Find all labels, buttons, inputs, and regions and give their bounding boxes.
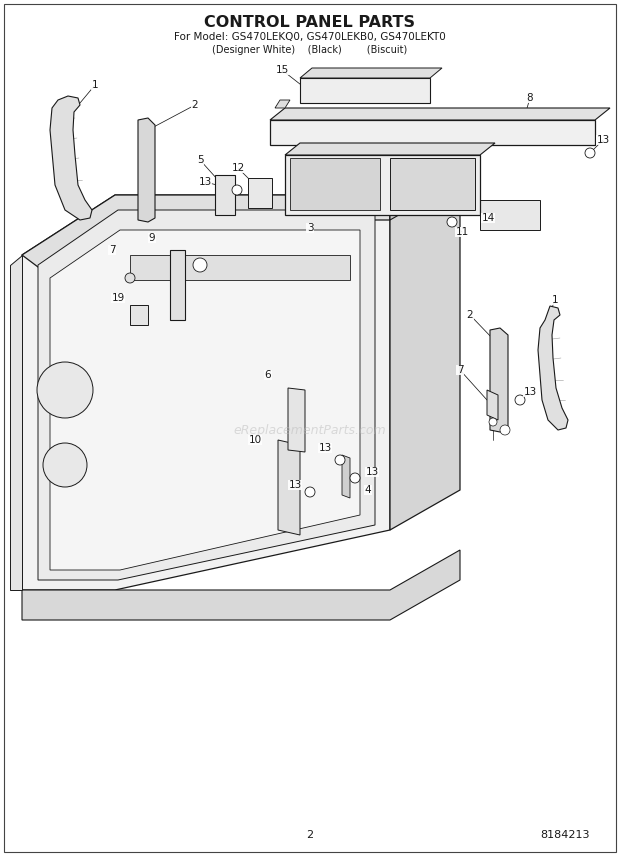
Polygon shape xyxy=(138,118,155,222)
Circle shape xyxy=(585,148,595,158)
Text: 4: 4 xyxy=(365,485,371,495)
Circle shape xyxy=(350,473,360,483)
Text: 7: 7 xyxy=(108,245,115,255)
Text: 13: 13 xyxy=(365,467,379,477)
Circle shape xyxy=(500,425,510,435)
Text: 1: 1 xyxy=(552,295,559,305)
Circle shape xyxy=(335,455,345,465)
Polygon shape xyxy=(130,305,148,325)
Text: 1: 1 xyxy=(92,80,99,90)
Polygon shape xyxy=(300,68,442,78)
Circle shape xyxy=(489,418,497,426)
Polygon shape xyxy=(290,158,380,210)
Circle shape xyxy=(515,395,525,405)
Text: eReplacementParts.com: eReplacementParts.com xyxy=(234,424,386,437)
Polygon shape xyxy=(342,455,350,498)
Polygon shape xyxy=(130,255,350,280)
Text: 5: 5 xyxy=(197,155,203,165)
Text: 12: 12 xyxy=(231,163,245,173)
Polygon shape xyxy=(22,550,460,620)
Text: 3: 3 xyxy=(307,223,313,233)
Text: 13: 13 xyxy=(596,135,609,145)
Text: 13: 13 xyxy=(288,480,301,490)
Text: 13: 13 xyxy=(523,387,537,397)
Polygon shape xyxy=(50,230,360,570)
Polygon shape xyxy=(50,96,92,220)
Polygon shape xyxy=(270,120,595,145)
Text: 7: 7 xyxy=(457,365,463,375)
Polygon shape xyxy=(275,100,290,108)
Polygon shape xyxy=(22,195,390,590)
Text: 2: 2 xyxy=(306,830,314,840)
Polygon shape xyxy=(288,388,305,452)
Text: 15: 15 xyxy=(275,65,289,75)
Circle shape xyxy=(43,443,87,487)
Circle shape xyxy=(305,487,315,497)
Polygon shape xyxy=(215,175,235,215)
Polygon shape xyxy=(390,158,475,210)
Polygon shape xyxy=(285,143,495,155)
Text: 19: 19 xyxy=(112,293,125,303)
Text: 13: 13 xyxy=(319,443,332,453)
Text: For Model: GS470LEKQ0, GS470LEKB0, GS470LEKT0: For Model: GS470LEKQ0, GS470LEKB0, GS470… xyxy=(174,32,446,42)
Polygon shape xyxy=(285,155,480,215)
Polygon shape xyxy=(487,390,498,420)
Polygon shape xyxy=(170,250,185,320)
Polygon shape xyxy=(22,195,390,270)
Circle shape xyxy=(125,273,135,283)
Text: 10: 10 xyxy=(249,435,262,445)
Polygon shape xyxy=(538,306,568,430)
Polygon shape xyxy=(390,155,460,530)
Polygon shape xyxy=(10,255,22,590)
Polygon shape xyxy=(390,155,460,220)
Text: 8184213: 8184213 xyxy=(541,830,590,840)
Text: 13: 13 xyxy=(198,177,211,187)
Polygon shape xyxy=(248,178,272,208)
Text: 11: 11 xyxy=(455,227,469,237)
Text: 9: 9 xyxy=(149,233,156,243)
Text: 2: 2 xyxy=(467,310,473,320)
Circle shape xyxy=(232,185,242,195)
Text: 2: 2 xyxy=(192,100,198,110)
Circle shape xyxy=(193,258,207,272)
Polygon shape xyxy=(270,108,610,120)
Text: 8: 8 xyxy=(526,93,533,103)
Polygon shape xyxy=(480,200,540,230)
Polygon shape xyxy=(490,328,508,432)
Circle shape xyxy=(37,362,93,418)
Text: 14: 14 xyxy=(481,213,495,223)
Circle shape xyxy=(447,217,457,227)
Polygon shape xyxy=(278,440,300,535)
Text: 6: 6 xyxy=(265,370,272,380)
Polygon shape xyxy=(300,78,430,103)
Text: CONTROL PANEL PARTS: CONTROL PANEL PARTS xyxy=(205,15,415,29)
Text: (Designer White)    (Black)        (Biscuit): (Designer White) (Black) (Biscuit) xyxy=(213,45,407,55)
Polygon shape xyxy=(38,210,375,580)
